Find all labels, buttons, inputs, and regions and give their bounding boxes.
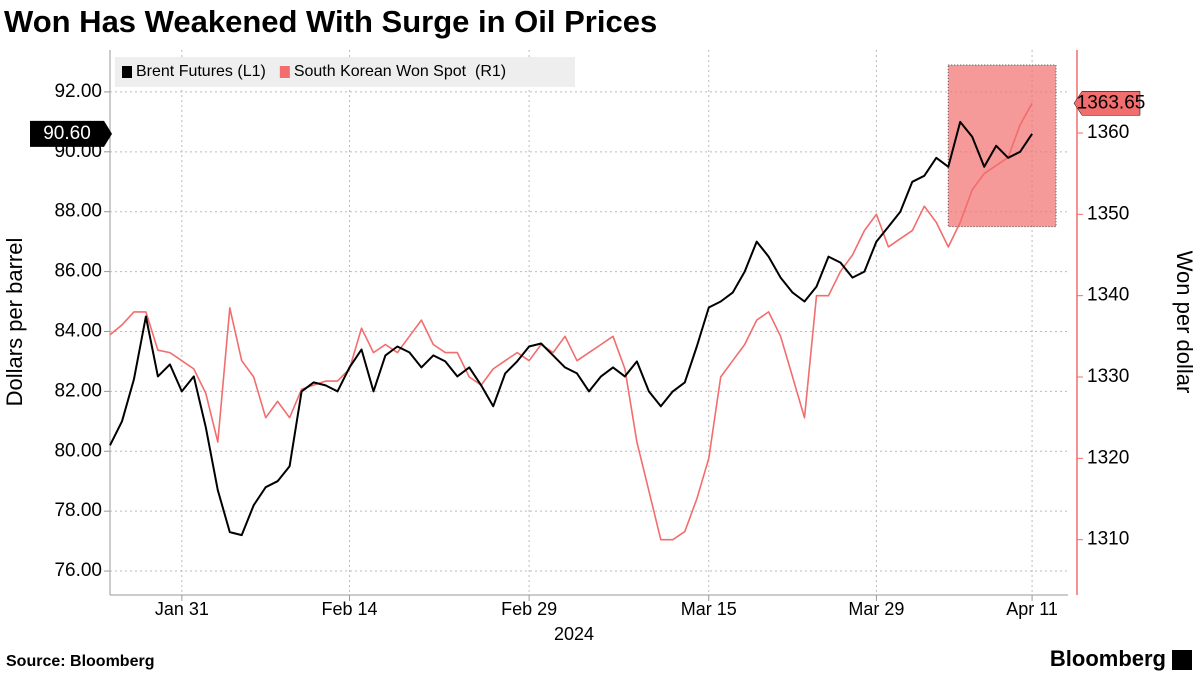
x-tick-label: Feb 14 (321, 599, 377, 619)
value-badge (1073, 91, 1141, 116)
x-tick-label: Jan 31 (155, 599, 209, 619)
y2-tick-label: 1350 (1087, 203, 1129, 224)
y2-tick-label: 1330 (1087, 366, 1129, 387)
y2-axis-label: Won per dollar (1172, 251, 1197, 394)
y2-tick-label: 1360 (1087, 122, 1129, 143)
x-tick-label: Apr 11 (1006, 599, 1058, 619)
y-tick-label: 80.00 (54, 440, 102, 461)
x-tick-label: Mar 15 (681, 599, 737, 619)
x-axis-label: 2024 (554, 624, 594, 644)
y-tick-label: 84.00 (54, 320, 102, 341)
legend-swatch (122, 66, 132, 78)
y2-tick-label: 1340 (1087, 285, 1129, 306)
y-tick-label: 82.00 (54, 380, 102, 401)
y-tick-label: 78.00 (54, 500, 102, 521)
y2-tick-label: 1310 (1087, 529, 1129, 550)
y-tick-label: 86.00 (54, 261, 102, 282)
value-badge (30, 120, 112, 147)
y-axis-label: Dollars per barrel (2, 238, 27, 407)
y-tick-label: 92.00 (54, 81, 102, 102)
highlight (947, 64, 1057, 228)
series-line (109, 102, 1033, 541)
chart-title: Won Has Weakened With Surge in Oil Price… (4, 4, 657, 39)
legend-label: Brent Futures (L1) (136, 63, 266, 80)
value-badge-label: 1363.65 (1077, 92, 1146, 113)
y2-tick-label: 1320 (1087, 447, 1129, 468)
legend-label: South Korean Won Spot (R1) (294, 63, 506, 80)
value-badge-label: 90.60 (43, 123, 91, 144)
y-tick-label: 76.00 (54, 560, 102, 581)
source: Source: Bloomberg (6, 653, 154, 670)
series-line (109, 120, 1033, 537)
legend-swatch (279, 66, 290, 78)
x-tick-label: Mar 29 (848, 599, 904, 619)
legend-box (115, 57, 575, 87)
brand: Bloomberg (1050, 646, 1166, 671)
brand-icon (1172, 650, 1192, 670)
y-tick-label: 88.00 (54, 201, 102, 222)
x-tick-label: Feb 29 (501, 599, 557, 619)
